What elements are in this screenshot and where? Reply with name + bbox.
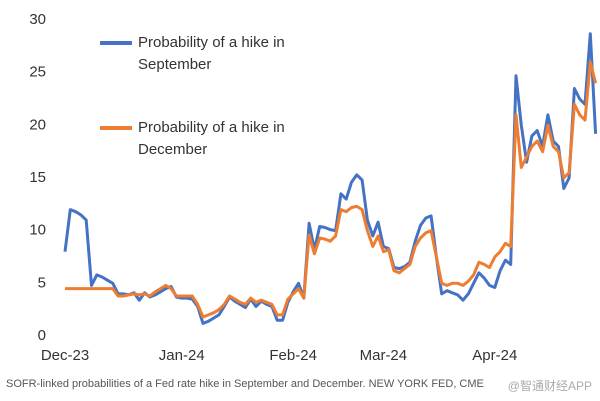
y-tick-label: 30 [29,11,46,28]
y-tick-label: 10 [29,222,46,239]
line-series [65,60,598,319]
x-tick-label: Feb-24 [269,347,317,364]
x-tick-label: Jan-24 [159,347,205,364]
legend-label: Probability of a hike in September [138,34,285,73]
x-tick-label: Apr-24 [472,347,517,364]
y-tick-label: 15 [29,169,46,186]
y-tick-label: 5 [38,274,46,291]
x-tick-label: Dec-23 [41,347,89,364]
watermark: @智通财经APP [507,379,592,393]
y-tick-label: 0 [38,327,46,344]
legend-label: Probability of a hike in December [138,119,285,158]
line-series [63,32,598,325]
caption: SOFR-linked probabilities of a Fed rate … [6,378,484,390]
y-tick-label: 20 [29,116,46,133]
x-tick-label: Mar-24 [360,347,408,364]
y-tick-label: 25 [29,64,46,81]
